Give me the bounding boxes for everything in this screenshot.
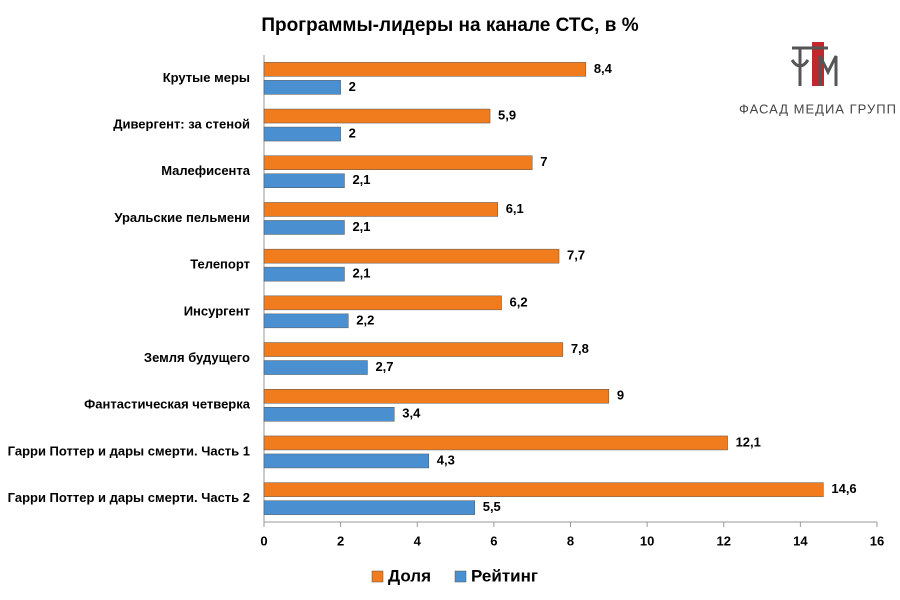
value-label: 2,7 <box>375 359 393 374</box>
y-tick-label: Уральские пельмени <box>114 210 250 225</box>
x-tick-label: 8 <box>567 533 574 548</box>
bar <box>263 295 502 311</box>
value-label: 2,1 <box>352 172 370 187</box>
chart-title: Программы-лидеры на канале СТС, в % <box>261 15 638 36</box>
x-tick-label: 4 <box>414 533 422 548</box>
y-tick-label: Гарри Поттер и дары смерти. Часть 2 <box>8 490 250 505</box>
y-tick-label: Земля будущего <box>144 350 250 365</box>
logo: ФАСАД МЕДИА ГРУПП <box>739 42 897 116</box>
value-label: 12,1 <box>736 434 761 449</box>
value-label: 2 <box>349 125 356 140</box>
bar <box>263 313 349 329</box>
value-label: 4,3 <box>437 452 455 467</box>
y-tick-label: Гарри Поттер и дары смерти. Часть 1 <box>8 443 250 458</box>
legend-swatch <box>454 570 467 583</box>
bar <box>263 407 395 422</box>
x-tick-label: 10 <box>640 533 654 548</box>
x-tick-label: 6 <box>490 533 497 548</box>
bar <box>263 155 533 170</box>
x-tick-label: 12 <box>717 533 731 548</box>
value-label: 6,1 <box>506 201 524 216</box>
y-tick-label: Инсургент <box>184 303 250 318</box>
value-label: 7 <box>540 154 547 169</box>
bar <box>263 342 564 357</box>
value-label: 7,8 <box>571 341 589 356</box>
bar <box>263 80 341 95</box>
bar <box>263 220 345 235</box>
y-tick-label: Крутые меры <box>163 70 250 85</box>
bar <box>263 62 587 77</box>
y-tick-label: Телепорт <box>190 257 250 272</box>
x-tick-label: 0 <box>260 533 267 548</box>
x-tick-label: 14 <box>793 533 808 548</box>
y-tick-label: Дивергент: за стеной <box>113 116 250 131</box>
logo-mark <box>790 46 838 86</box>
value-label: 5,5 <box>483 499 501 514</box>
bar <box>263 453 429 469</box>
bar <box>263 389 610 404</box>
legend-label: Доля <box>388 566 431 585</box>
value-label: 2 <box>349 79 356 94</box>
bar <box>263 360 368 375</box>
bar <box>263 108 491 124</box>
value-label: 7,7 <box>567 248 585 263</box>
bar <box>263 202 498 217</box>
bar <box>263 173 345 188</box>
bar <box>263 435 728 451</box>
x-tick-label: 2 <box>337 533 344 548</box>
value-label: 5,9 <box>498 107 516 122</box>
value-label: 8,4 <box>594 61 613 76</box>
value-label: 9 <box>617 388 624 403</box>
value-label: 2,1 <box>352 266 370 281</box>
x-tick-label: 16 <box>870 533 884 548</box>
value-label: 3,4 <box>402 406 421 421</box>
bar <box>263 248 560 264</box>
bar <box>263 482 824 497</box>
value-label: 6,2 <box>510 294 528 309</box>
value-label: 2,2 <box>356 312 374 327</box>
y-tick-label: Фантастическая четверка <box>84 397 251 412</box>
value-label: 14,6 <box>831 481 856 496</box>
bar <box>263 500 475 515</box>
bar <box>263 126 341 142</box>
value-label: 2,1 <box>352 219 370 234</box>
y-tick-label: Малефисента <box>161 163 251 178</box>
bar <box>263 266 345 282</box>
legend-label: Рейтинг <box>471 566 538 585</box>
legend-swatch <box>371 570 384 583</box>
logo-text: ФАСАД МЕДИА ГРУПП <box>739 101 897 116</box>
